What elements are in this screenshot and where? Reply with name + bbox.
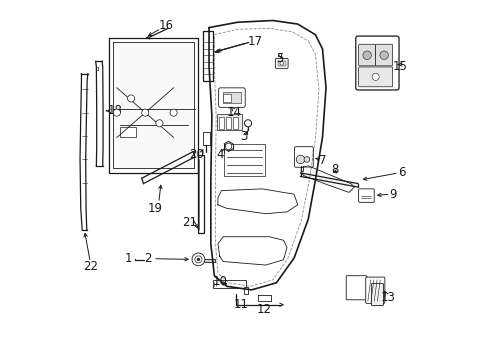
Text: 10: 10	[213, 275, 227, 288]
Circle shape	[113, 109, 120, 116]
Text: 21: 21	[182, 216, 197, 229]
Polygon shape	[112, 42, 194, 168]
Circle shape	[371, 73, 378, 80]
Text: 8: 8	[330, 163, 338, 176]
Text: 1: 1	[124, 252, 132, 265]
Circle shape	[142, 109, 148, 116]
Text: 19: 19	[147, 202, 163, 215]
Text: 2: 2	[144, 252, 152, 265]
Text: 15: 15	[392, 60, 407, 73]
FancyBboxPatch shape	[358, 67, 392, 87]
Circle shape	[296, 155, 304, 164]
FancyBboxPatch shape	[358, 189, 373, 202]
Bar	[244, 287, 247, 294]
Text: 13: 13	[380, 291, 395, 304]
Text: 4: 4	[216, 148, 223, 161]
Text: 7: 7	[318, 154, 325, 167]
Bar	[120, 127, 135, 138]
Text: 14: 14	[226, 106, 242, 119]
Circle shape	[127, 95, 134, 102]
Text: 12: 12	[256, 303, 271, 316]
Text: 6: 6	[398, 166, 405, 179]
Text: 18: 18	[107, 104, 122, 117]
Bar	[225, 117, 230, 129]
FancyBboxPatch shape	[294, 147, 313, 167]
Circle shape	[304, 157, 309, 162]
Bar	[222, 92, 241, 103]
Circle shape	[225, 143, 231, 149]
Text: 11: 11	[233, 298, 248, 311]
Circle shape	[195, 256, 202, 263]
Circle shape	[244, 120, 251, 127]
Bar	[203, 31, 212, 81]
FancyBboxPatch shape	[275, 58, 287, 68]
Bar	[277, 61, 285, 66]
Bar	[223, 94, 230, 102]
Bar	[216, 114, 241, 130]
Text: 3: 3	[240, 130, 247, 143]
Text: 17: 17	[247, 35, 262, 48]
FancyBboxPatch shape	[358, 44, 375, 66]
Text: 5: 5	[276, 52, 283, 65]
Circle shape	[192, 253, 204, 266]
FancyBboxPatch shape	[346, 276, 366, 300]
Polygon shape	[300, 173, 357, 187]
Bar	[197, 155, 203, 233]
Text: 20: 20	[189, 148, 203, 161]
Bar	[203, 259, 215, 262]
Circle shape	[197, 258, 200, 261]
Circle shape	[279, 62, 283, 65]
Bar	[219, 117, 224, 129]
Bar	[233, 117, 238, 129]
Bar	[212, 280, 246, 288]
FancyBboxPatch shape	[218, 88, 244, 107]
Circle shape	[156, 120, 163, 127]
Text: 16: 16	[159, 19, 174, 32]
FancyBboxPatch shape	[370, 283, 383, 306]
Circle shape	[362, 51, 370, 59]
FancyBboxPatch shape	[365, 277, 384, 303]
Polygon shape	[301, 166, 354, 192]
Circle shape	[170, 109, 177, 116]
Bar	[203, 132, 210, 145]
Bar	[224, 144, 264, 176]
FancyBboxPatch shape	[355, 36, 398, 90]
Text: 9: 9	[389, 188, 396, 201]
FancyBboxPatch shape	[375, 44, 392, 66]
Circle shape	[379, 51, 387, 59]
Text: 22: 22	[82, 260, 98, 273]
